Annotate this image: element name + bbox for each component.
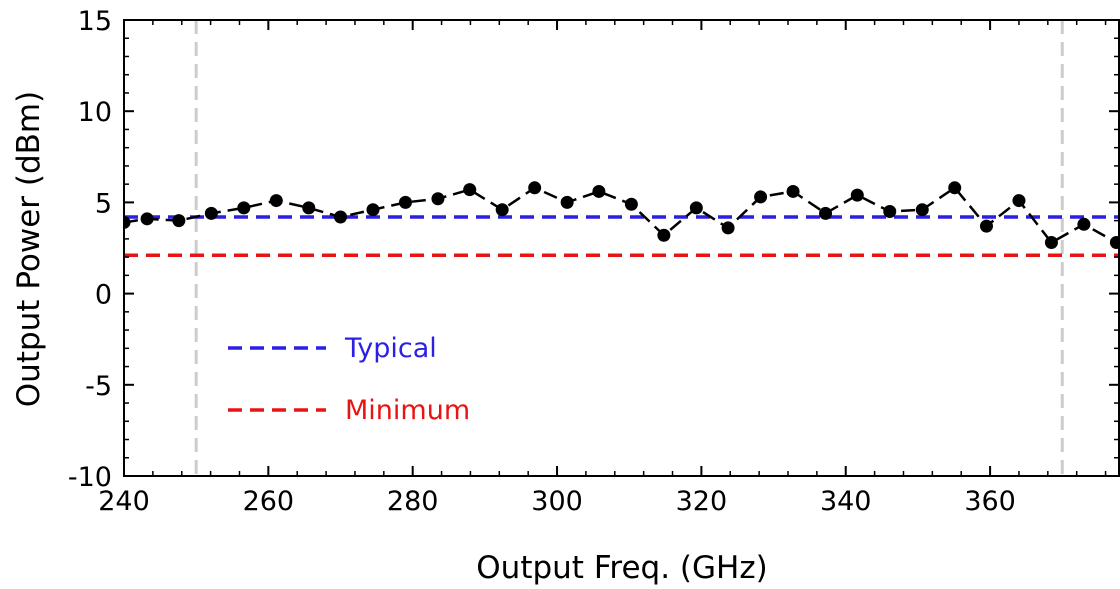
data-point	[366, 203, 380, 217]
data-point	[819, 206, 833, 220]
data-point	[1044, 236, 1058, 250]
y-tick-label: 5	[95, 188, 112, 219]
data-point	[948, 181, 962, 195]
data-point	[463, 183, 477, 197]
x-tick-label: 280	[387, 486, 439, 517]
data-series	[124, 181, 1120, 250]
y-axis-title: Output Power (dBm)	[11, 91, 47, 407]
plot-border	[123, 19, 1120, 477]
plot-frame	[123, 19, 1120, 477]
reference-lines	[124, 215, 1120, 258]
x-tick-label: 260	[243, 486, 295, 517]
data-point	[237, 201, 251, 215]
x-tick-label: 360	[964, 486, 1016, 517]
data-point	[495, 203, 509, 217]
data-point	[398, 195, 412, 209]
data-point	[883, 205, 897, 219]
data-point	[657, 228, 671, 242]
legend-label-typical: Typical	[344, 333, 437, 364]
data-point	[1012, 194, 1026, 208]
data-point	[786, 184, 800, 198]
legend: Typical Minimum	[228, 333, 470, 426]
data-point	[302, 201, 316, 215]
y-tick-label: -10	[68, 462, 112, 493]
data-point	[915, 203, 929, 217]
y-tick-label: 10	[78, 97, 112, 128]
y-tick-label: 0	[95, 280, 112, 311]
data-point	[334, 210, 348, 224]
data-point	[689, 201, 703, 215]
data-point	[979, 219, 993, 233]
data-point	[850, 188, 864, 202]
data-point	[1077, 217, 1091, 231]
x-tick-label: 300	[531, 486, 583, 517]
data-point	[721, 221, 735, 235]
vertical-markers	[194, 20, 1064, 476]
y-tick-label: -5	[85, 371, 112, 402]
data-point	[172, 214, 186, 228]
legend-label-minimum: Minimum	[345, 395, 470, 426]
data-point	[431, 192, 445, 206]
data-point	[269, 194, 283, 208]
data-point	[754, 190, 768, 204]
x-tick-label: 240	[98, 486, 150, 517]
data-point	[204, 206, 218, 220]
x-tick-label: 340	[820, 486, 872, 517]
data-point	[140, 212, 154, 226]
data-point	[528, 181, 542, 195]
x-tick-label: 320	[676, 486, 728, 517]
data-point	[624, 197, 638, 211]
data-point	[124, 215, 131, 229]
x-axis-title: Output Freq. (GHz)	[476, 550, 767, 586]
axis-ticks: 240 260 280 300 320 340 360 -10 -5 0 5 10 15	[68, 6, 1119, 517]
data-point	[560, 195, 574, 209]
data-point	[592, 184, 606, 198]
y-tick-label: 15	[78, 6, 112, 37]
